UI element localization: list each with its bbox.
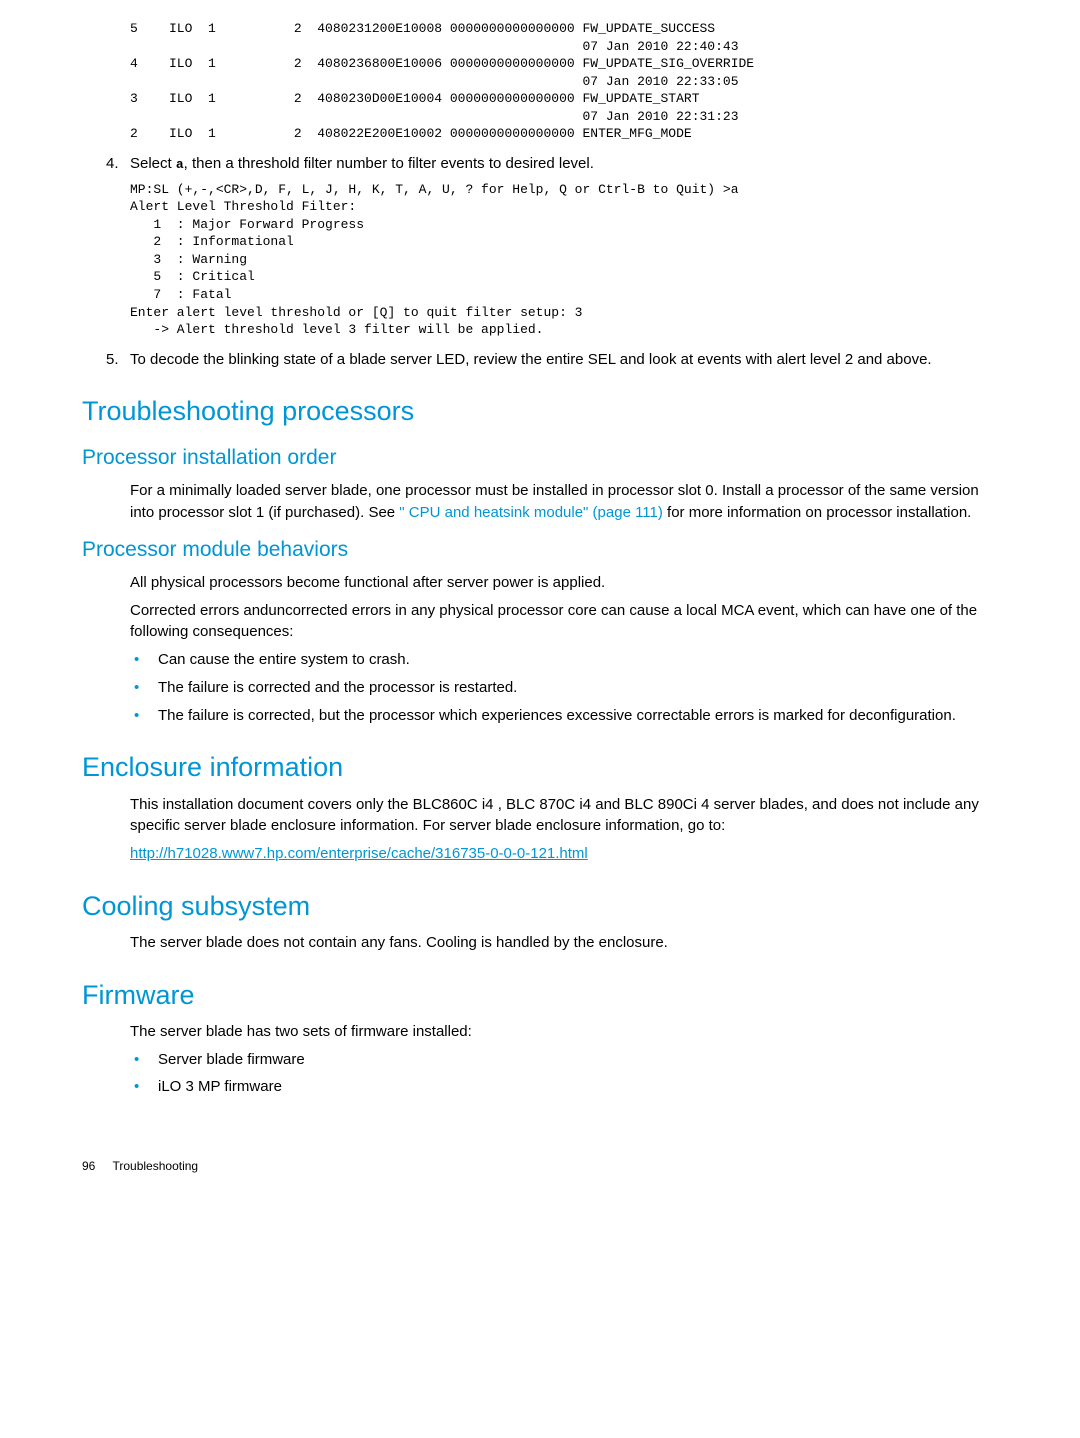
list-item: Can cause the entire system to crash. [130,649,998,671]
enclosure-body: This installation document covers only t… [130,794,998,838]
step-number: 5. [106,349,130,371]
heading-cooling-subsystem: Cooling subsystem [82,887,998,926]
firmware-body: The server blade has two sets of firmwar… [130,1021,998,1043]
heading-processor-behaviors: Processor module behaviors [82,535,998,565]
firmware-list: Server blade firmware iLO 3 MP firmware [130,1049,998,1099]
page-footer: 96 Troubleshooting [82,1158,1080,1175]
proc-behaviors-p2: Corrected errors anduncorrected errors i… [130,600,998,644]
step5-text: To decode the blinking state of a blade … [130,349,932,371]
proc-behaviors-list: Can cause the entire system to crash. Th… [130,649,998,726]
step-4: 4. Select a, then a threshold filter num… [106,153,998,175]
step4-pre: Select [130,155,176,172]
chapter-name: Troubleshooting [112,1159,198,1173]
cpu-heatsink-link[interactable]: " CPU and heatsink module" (page 111) [399,504,663,521]
page-number: 96 [82,1158,95,1175]
list-item: The failure is corrected, but the proces… [130,705,998,727]
cooling-body: The server blade does not contain any fa… [130,932,998,954]
proc-behaviors-p1: All physical processors become functiona… [130,572,998,594]
step-5: 5. To decode the blinking state of a bla… [106,349,998,371]
heading-firmware: Firmware [82,976,998,1015]
heading-enclosure-info: Enclosure information [82,748,998,787]
enclosure-link[interactable]: http://h71028.www7.hp.com/enterprise/cac… [130,845,588,862]
list-item: The failure is corrected and the process… [130,677,998,699]
list-item: Server blade firmware [130,1049,998,1071]
heading-processor-install-order: Processor installation order [82,443,998,473]
step4-key: a [176,157,184,172]
alert-filter-output: MP:SL (+,-,<CR>,D, F, L, J, H, K, T, A, … [130,181,998,339]
list-item: iLO 3 MP firmware [130,1076,998,1098]
proc-install-post: for more information on processor instal… [663,504,971,521]
step-number: 4. [106,153,130,175]
proc-install-paragraph: For a minimally loaded server blade, one… [130,480,998,524]
step4-post: , then a threshold filter number to filt… [184,155,594,172]
heading-troubleshooting-processors: Troubleshooting processors [82,392,998,431]
sel-log-output: 5 ILO 1 2 4080231200E10008 0000000000000… [130,20,998,143]
